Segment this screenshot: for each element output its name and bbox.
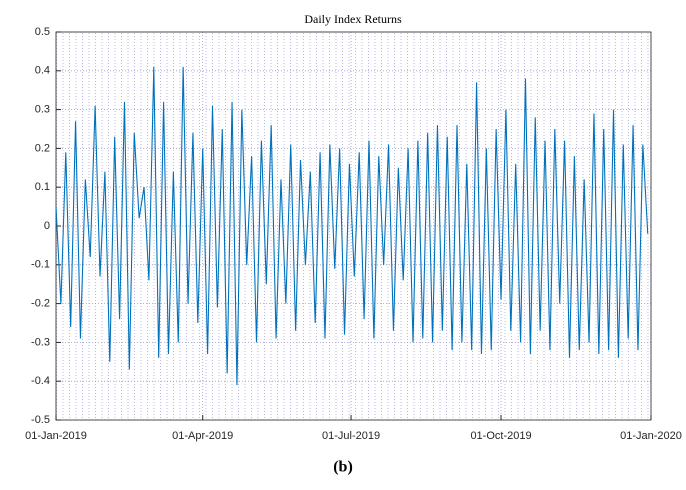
y-tick-label: 0 bbox=[44, 220, 50, 232]
x-tick-label: 01-Jul-2019 bbox=[322, 430, 380, 442]
x-tick-label: 01-Jan-2020 bbox=[620, 430, 682, 442]
data-line bbox=[55, 66, 649, 386]
y-tick-label: -0.2 bbox=[31, 298, 50, 310]
x-tick-label: 01-Oct-2019 bbox=[470, 430, 531, 442]
y-tick-label: -0.5 bbox=[31, 414, 50, 426]
y-tick-label: -0.1 bbox=[31, 259, 50, 271]
y-tick-label: 0.2 bbox=[35, 142, 50, 154]
plot-frame bbox=[55, 31, 652, 421]
x-tick-label: 01-Apr-2019 bbox=[172, 430, 233, 442]
y-tick-label: 0.1 bbox=[35, 181, 50, 193]
y-tick-label: -0.3 bbox=[31, 336, 50, 348]
y-tick-label: 0.3 bbox=[35, 104, 50, 116]
y-tick-label: 0.4 bbox=[35, 65, 50, 77]
caption: (b) bbox=[333, 459, 353, 476]
y-tick-label: -0.4 bbox=[31, 375, 50, 387]
x-tick-label: 01-Jan-2019 bbox=[25, 430, 87, 442]
chart-title: Daily Index Returns bbox=[304, 12, 402, 26]
y-tick-label: 0.5 bbox=[35, 26, 50, 38]
